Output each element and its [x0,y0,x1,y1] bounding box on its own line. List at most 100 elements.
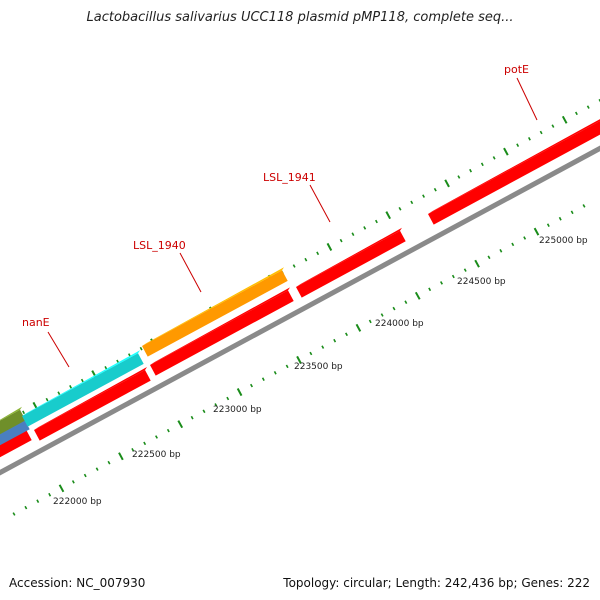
tick-mark [355,323,362,332]
tick-mark [546,223,550,227]
tick-mark [71,480,75,484]
tick-mark [139,346,143,351]
tick-mark [523,236,527,240]
tick-mark [202,409,206,414]
tick-mark [12,512,16,516]
gene-feature [0,429,32,458]
tick-mark [143,441,147,446]
bp-position-labels: 222000 bp 222500 bp 223000 bp 223500 bp … [53,236,588,507]
gene-feature [0,418,30,446]
tick-mark [24,505,28,510]
tick-mark [339,238,343,243]
tick-mark [58,484,65,493]
gene-labels: nanE LSL_1940 LSL_1941 potE [22,63,538,368]
tick-mark [316,251,320,256]
gene-features [0,119,600,458]
gene-feature [296,230,406,298]
tick-mark [374,219,378,224]
tick-mark [22,410,26,415]
gene-feature [0,409,26,435]
tick-mark [451,274,455,279]
tick-mark [457,175,461,179]
bp-label: 224500 bp [457,277,506,287]
tick-mark [392,306,396,311]
gene-feature [22,353,144,427]
topology-summary: Topology: circular; Length: 242,436 bp; … [283,576,590,590]
inner-tick-marks [12,204,586,516]
gene-label-lsl-1940: LSL_1940 [133,239,186,252]
tick-mark [480,162,484,167]
tick-mark [487,255,491,260]
gene-label-nane: nanE [22,316,50,329]
tick-mark [118,452,124,461]
tick-mark [345,332,348,337]
tick-mark [380,313,384,317]
tick-mark [433,187,437,192]
gene-feature [34,370,151,441]
tick-mark [444,179,450,188]
tick-mark [83,473,87,478]
gene-feature-top [22,350,140,416]
tick-mark [304,257,308,262]
tick-mark [539,130,543,135]
tick-mark [177,420,184,429]
gene-feature-top [296,227,402,287]
tick-mark [503,147,509,156]
tick-mark [499,249,503,253]
bp-label: 223500 bp [294,362,343,372]
tick-mark [116,359,120,364]
tick-mark [321,345,325,349]
gene-feature-top [34,367,147,430]
outer-tick-marks [0,98,600,427]
tick-mark [250,383,253,388]
gene-label-leader-pote [516,77,538,121]
tick-mark [166,428,170,433]
tick-mark [285,364,289,369]
gene-feature [150,290,294,376]
tick-mark [582,204,586,208]
tick-mark [404,300,408,304]
tick-mark [422,194,426,198]
tick-mark [309,351,313,356]
tick-mark [516,143,520,147]
tick-mark [570,210,574,215]
tick-mark [226,396,230,401]
tick-mark [428,287,432,292]
tick-mark [69,385,73,389]
tick-mark [190,415,194,420]
gene-label-leader-lsl-1940 [179,252,202,293]
bp-label: 224000 bp [375,319,424,329]
accession-text: Accession: NC_007930 [9,576,146,590]
tick-mark [333,338,337,343]
tick-mark [410,200,414,205]
bp-label: 222000 bp [53,497,102,507]
tick-mark [95,467,99,471]
gene-feature-top [142,267,284,346]
tick-mark [561,115,568,124]
bp-label: 222500 bp [132,450,181,460]
tick-mark [236,388,243,397]
gene-feature [428,121,600,225]
tick-mark [36,499,40,503]
tick-mark [351,232,355,236]
tick-mark [155,435,158,439]
tick-mark [261,377,265,381]
tick-mark [107,460,111,465]
gene-feature-top [0,406,22,421]
tick-mark [45,397,49,402]
tick-mark [368,319,372,324]
tick-mark [440,281,443,285]
tick-mark [463,268,467,272]
tick-mark [131,448,135,452]
tick-mark [598,98,600,103]
tick-mark [214,403,218,407]
tick-mark [474,259,480,268]
tick-mark [527,137,531,141]
sequence-backbone [0,145,600,476]
tick-mark [292,264,296,268]
tick-mark [551,124,555,128]
tick-mark [48,492,52,497]
tick-mark [326,242,333,251]
gene-label-pote: potE [504,63,529,76]
